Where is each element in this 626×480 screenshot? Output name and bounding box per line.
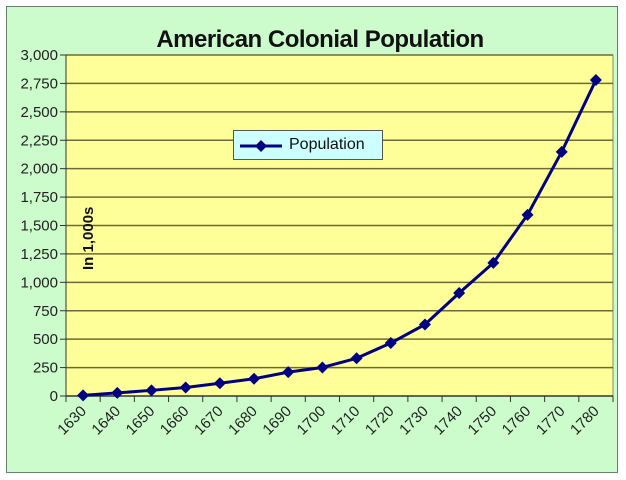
y-tick-label: 2,750 [20,75,58,92]
x-tick-label: 1650 [123,403,159,439]
data-point-marker [384,337,397,350]
y-tick-label: 3,000 [20,47,58,64]
y-tick-label: 750 [33,303,58,320]
data-point-marker [316,361,329,374]
data-point-marker [521,208,534,221]
data-point-marker [453,287,466,300]
chart-title: American Colonial Population [156,26,484,53]
x-tick-label: 1780 [567,403,603,439]
x-tick-label: 1700 [294,403,330,439]
data-point-marker [487,256,500,269]
x-axis: 1630164016501660167016801690170017101720… [54,395,614,439]
x-tick-label: 1720 [362,403,398,439]
data-point-marker [555,145,568,158]
x-tick-label: 1640 [88,403,124,439]
data-point-marker [248,372,261,385]
y-tick-label: 500 [33,331,58,348]
y-tick-label: 1,750 [20,189,58,206]
x-tick-label: 1710 [328,403,364,439]
legend-label: Population [289,136,365,153]
y-tick-label: 1,250 [20,246,58,263]
y-tick-label: 1,000 [20,274,58,291]
data-point-marker [145,384,158,397]
y-tick-label: 2,250 [20,132,58,149]
y-axis: 0 250 500 750 1,000 1,250 1,500 1,750 2,000 2,250… [20,47,67,405]
x-tick-label: 1690 [259,403,295,439]
y-tick-label: 250 [33,360,58,377]
data-point-marker [179,381,192,394]
x-tick-label: 1630 [54,403,90,439]
legend-line-marker-icon [240,140,282,152]
y-axis-label: In 1,000s [80,207,97,270]
data-point-marker [77,389,90,402]
gridlines [66,54,613,369]
x-tick-label: 1660 [157,403,193,439]
data-point-marker [213,377,226,390]
x-tick-label: 1740 [430,403,466,439]
data-point-marker [350,352,363,365]
y-tick-label: 1,500 [20,218,58,235]
population-series [77,74,602,402]
data-point-marker [589,74,602,87]
x-tick-label: 1750 [465,403,501,439]
y-tick-label: 2,500 [20,104,58,121]
y-tick-label: 2,000 [20,161,58,178]
x-tick-label: 1670 [191,403,227,439]
legend: Population [233,130,383,160]
x-tick-label: 1760 [499,403,535,439]
y-tick-label: 0 [50,388,58,405]
x-tick-label: 1730 [396,403,432,439]
x-tick-label: 1680 [225,403,261,439]
data-point-marker [111,386,124,399]
data-point-marker [418,318,431,331]
x-tick-label: 1770 [533,403,569,439]
data-point-marker [282,366,295,379]
